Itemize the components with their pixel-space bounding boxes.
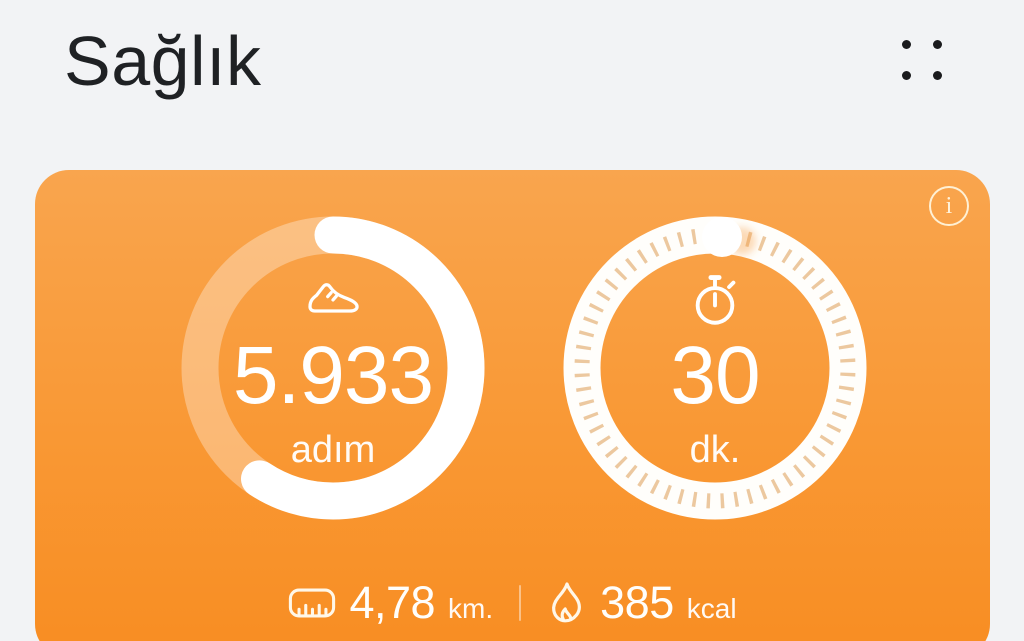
health-summary-card[interactable]: i 5.933 adım xyxy=(35,170,990,641)
steps-ring-svg xyxy=(181,216,485,520)
calories-stat: 385 kcal xyxy=(547,577,737,629)
minutes-value: 30 xyxy=(670,330,760,421)
steps-unit: adım xyxy=(290,429,376,471)
ruler-icon xyxy=(288,587,336,619)
distance-unit: km. xyxy=(448,593,494,624)
menu-dot xyxy=(902,40,911,49)
app-grid-menu-icon[interactable] xyxy=(898,36,950,88)
stats-divider xyxy=(519,585,522,621)
distance-stat: 4,78 km. xyxy=(288,577,493,629)
page-title: Sağlık xyxy=(64,22,262,100)
minutes-ring-svg xyxy=(563,216,867,520)
stats-row: 4,78 km. 385 kcal xyxy=(35,577,990,629)
menu-dot xyxy=(933,40,942,49)
info-icon[interactable]: i xyxy=(929,186,969,226)
steps-progress-ring: 5.933 adım xyxy=(179,214,487,522)
minutes-progress-ring: 30 dk. xyxy=(561,214,869,522)
shoe-icon xyxy=(179,276,487,322)
menu-dot xyxy=(933,71,942,80)
calories-unit: kcal xyxy=(686,593,737,624)
distance-value: 4,78 xyxy=(349,577,436,628)
minutes-unit: dk. xyxy=(689,429,741,471)
flame-icon xyxy=(547,580,587,627)
calories-value: 385 xyxy=(600,577,674,628)
stopwatch-icon xyxy=(561,270,869,330)
steps-value: 5.933 xyxy=(232,330,434,421)
menu-dot xyxy=(902,71,911,80)
